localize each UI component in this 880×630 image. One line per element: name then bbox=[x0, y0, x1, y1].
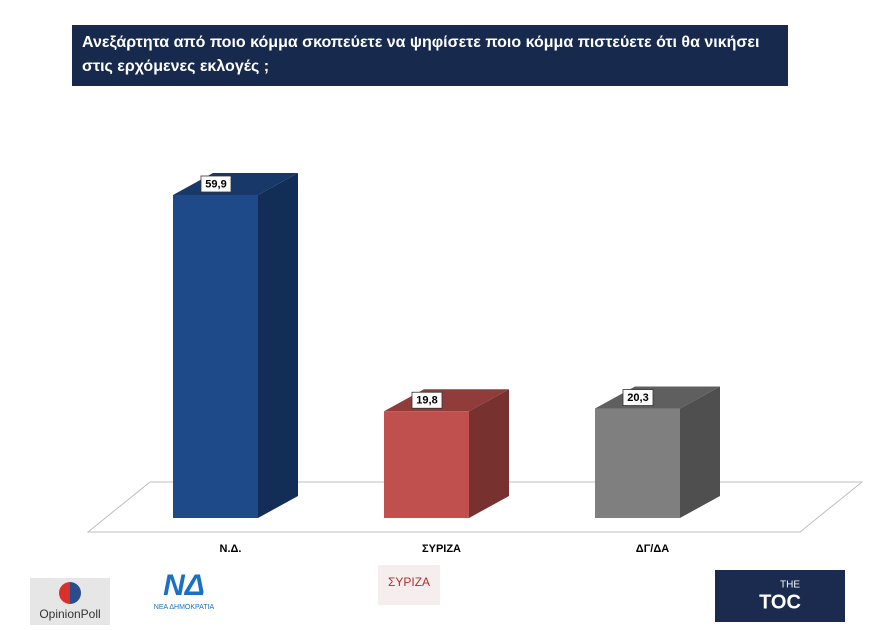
bar-front bbox=[173, 195, 258, 518]
logo-text: TOC bbox=[759, 591, 801, 613]
bar bbox=[595, 386, 720, 518]
value-label: 19,8 bbox=[416, 395, 437, 407]
bar-side bbox=[680, 386, 720, 518]
logo-box bbox=[378, 565, 440, 605]
logo-toc: THE TOC bbox=[715, 570, 845, 622]
value-label: 59,9 bbox=[205, 178, 226, 190]
value-label-box bbox=[200, 175, 232, 193]
bar bbox=[173, 173, 298, 518]
logo-circle bbox=[59, 582, 70, 604]
x-tick-label: Ν.Δ. bbox=[220, 543, 242, 555]
chart-title: Ανεξάρτητα από ποιο κόμμα σκοπεύετε να ψ… bbox=[72, 25, 788, 86]
logo-text: ΝΔ bbox=[163, 569, 205, 602]
x-tick-label: ΣΥΡΙΖΑ bbox=[422, 543, 461, 555]
bar-front bbox=[595, 408, 680, 518]
logo-syriza: ΣΥΡΙΖΑ bbox=[378, 565, 440, 605]
logo-box bbox=[715, 570, 845, 622]
logo-opinion-poll: OpinionPoll bbox=[30, 578, 110, 625]
value-label: 20,3 bbox=[627, 392, 648, 404]
bar-side bbox=[469, 389, 509, 518]
x-tick-label: ΔΓ/ΔΑ bbox=[636, 543, 669, 555]
logo-nd: ΝΔ ΝΕΑ ΔΗΜΟΚΡΑΤΙΑ bbox=[154, 569, 215, 611]
logo-subtext: ΝΕΑ ΔΗΜΟΚΡΑΤΙΑ bbox=[154, 604, 215, 611]
bar bbox=[384, 389, 509, 518]
logo-text: ΣΥΡΙΖΑ bbox=[388, 575, 430, 589]
value-label-box bbox=[622, 389, 654, 406]
logo-circle bbox=[70, 582, 81, 604]
logo-text: OpinionPoll bbox=[39, 607, 100, 621]
bar-front bbox=[384, 411, 469, 518]
value-label-box bbox=[411, 391, 443, 409]
logo-text: THE bbox=[780, 580, 800, 591]
bar-side bbox=[258, 173, 298, 518]
